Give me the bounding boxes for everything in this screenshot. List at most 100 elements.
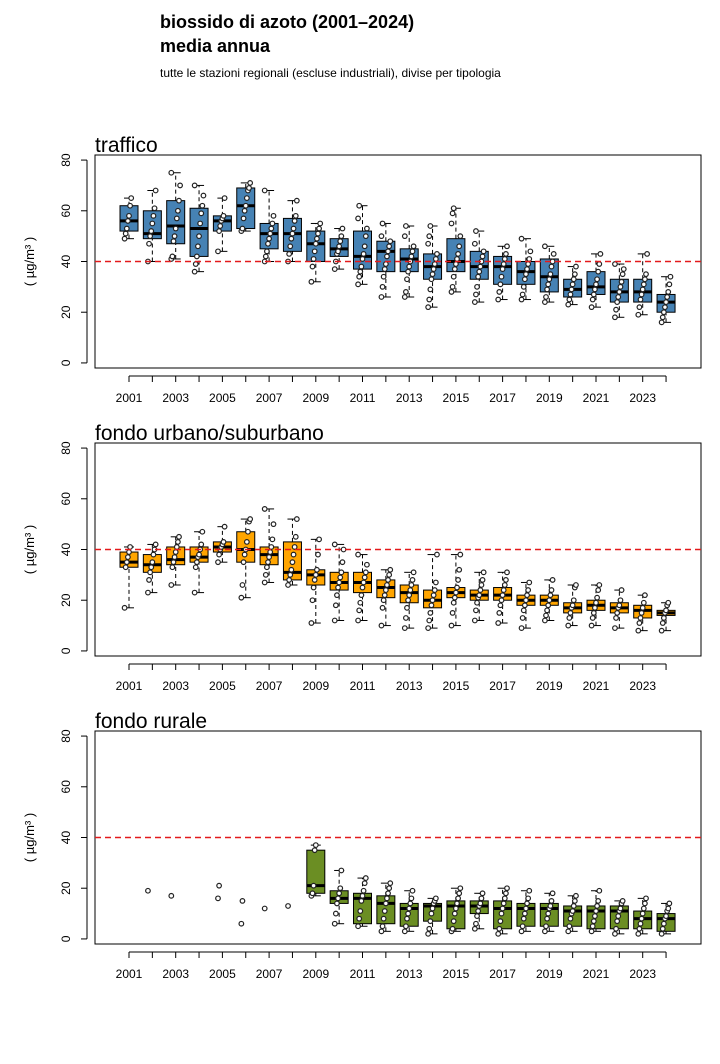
data-point <box>471 925 478 932</box>
data-point <box>474 283 480 290</box>
data-point <box>454 256 460 262</box>
data-point <box>501 256 508 262</box>
data-point <box>269 220 276 227</box>
data-point <box>262 571 269 578</box>
data-point <box>499 905 506 912</box>
box-2021 <box>586 887 606 935</box>
x-tick-label: 2009 <box>302 679 329 693</box>
data-point <box>238 920 245 927</box>
x-tick-label: 2003 <box>162 679 189 693</box>
box-2019 <box>539 243 559 305</box>
data-point <box>660 309 667 316</box>
box-2007 <box>259 506 279 586</box>
data-point <box>191 589 198 596</box>
data-point <box>639 604 646 611</box>
x-tick-label: 2017 <box>489 967 516 981</box>
data-point <box>427 286 434 293</box>
x-tick-label: 2005 <box>209 679 236 693</box>
x-tick-label: 2015 <box>443 967 470 981</box>
data-point <box>310 584 317 591</box>
data-point <box>264 248 270 255</box>
data-point <box>501 895 508 902</box>
data-point <box>149 220 156 227</box>
data-point <box>616 602 623 609</box>
data-point <box>172 225 179 232</box>
data-point <box>355 215 362 222</box>
data-point <box>566 615 573 621</box>
box-2024 <box>656 599 676 634</box>
data-point <box>642 276 648 283</box>
data-point <box>168 582 175 588</box>
data-point <box>358 897 365 904</box>
data-point <box>500 261 507 267</box>
data-point <box>150 551 157 558</box>
data-point <box>499 266 506 273</box>
data-point <box>290 551 297 558</box>
data-point <box>589 296 596 303</box>
data-point <box>176 533 182 540</box>
data-point <box>588 928 595 935</box>
data-point <box>382 900 389 907</box>
data-point <box>364 225 370 232</box>
chart-title: biossido di azoto (2001–2024) media annu… <box>160 10 414 58</box>
data-point <box>332 602 339 609</box>
data-point <box>449 925 456 932</box>
data-point <box>475 273 482 280</box>
data-point <box>478 582 485 588</box>
box-2003 <box>166 533 186 588</box>
data-point <box>356 915 363 922</box>
data-point <box>663 607 669 614</box>
data-point <box>429 597 436 604</box>
data-point <box>197 220 204 227</box>
data-point <box>427 223 434 229</box>
data-point <box>545 910 552 917</box>
x-tick-label: 2001 <box>116 967 143 981</box>
data-point <box>308 278 315 285</box>
data-point <box>453 589 459 596</box>
data-point <box>406 263 413 270</box>
data-point <box>615 913 622 920</box>
data-point <box>355 551 362 558</box>
data-point <box>471 617 478 624</box>
data-point <box>191 182 198 189</box>
data-point <box>592 604 598 611</box>
data-point <box>640 599 647 606</box>
data-point <box>569 602 576 609</box>
y-tick-label: 20 <box>59 881 73 895</box>
data-point <box>312 571 319 578</box>
y-tick-label: 80 <box>59 729 73 743</box>
data-point <box>455 895 462 902</box>
data-point <box>261 579 268 586</box>
data-point <box>568 286 575 293</box>
data-point <box>355 281 362 288</box>
y-tick-label: 60 <box>59 204 73 218</box>
box-2003 <box>166 169 186 262</box>
data-point <box>545 281 552 288</box>
data-point <box>291 544 298 550</box>
data-point <box>401 233 408 240</box>
box-2017 <box>493 885 513 937</box>
data-point <box>357 599 364 606</box>
data-point <box>331 266 338 273</box>
data-point <box>474 913 480 920</box>
data-point <box>364 561 370 568</box>
data-point <box>638 291 645 298</box>
box-2015 <box>446 551 466 629</box>
data-point <box>526 579 533 586</box>
box-2013 <box>399 569 419 632</box>
data-point <box>453 261 459 267</box>
data-point <box>451 266 458 273</box>
box-2014 <box>423 551 443 632</box>
data-point <box>409 248 416 255</box>
data-point <box>500 587 507 593</box>
data-point <box>335 584 341 591</box>
data-point <box>594 594 600 601</box>
data-point <box>498 910 505 917</box>
data-point <box>380 597 387 604</box>
data-point <box>146 577 152 583</box>
data-point <box>332 910 339 917</box>
data-point <box>658 319 665 326</box>
data-point <box>593 599 599 606</box>
data-point <box>287 243 294 250</box>
